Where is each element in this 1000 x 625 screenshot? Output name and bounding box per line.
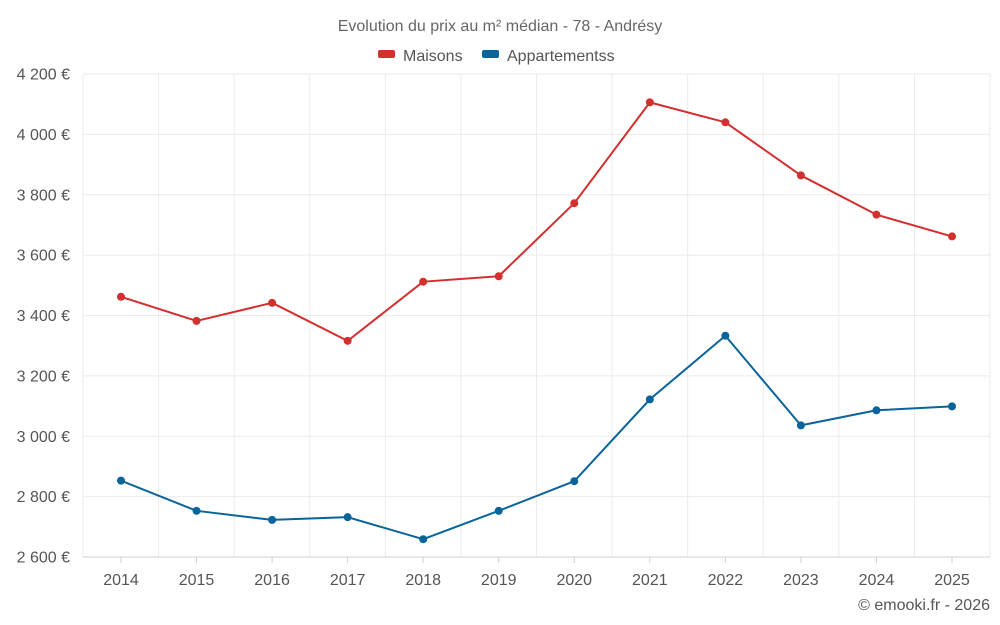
x-tick-label: 2022 [708, 572, 744, 589]
y-tick-label: 3 600 € [17, 248, 70, 265]
data-point[interactable] [192, 506, 201, 515]
data-point[interactable] [570, 477, 579, 486]
copyright-footer: © emooki.fr - 2026 [858, 597, 990, 614]
data-point[interactable] [268, 298, 277, 307]
x-tick-label: 2014 [103, 572, 139, 589]
series-line [120, 101, 953, 342]
data-point[interactable] [419, 277, 428, 286]
data-point[interactable] [721, 331, 730, 340]
grid [82, 73, 991, 557]
data-point[interactable] [645, 395, 654, 404]
data-point[interactable] [192, 316, 201, 325]
data-point[interactable] [645, 98, 654, 107]
y-tick-label: 3 400 € [17, 308, 70, 325]
legend-swatch [482, 50, 499, 58]
legend-label: Appartementss [507, 48, 615, 65]
legend-swatch [378, 50, 395, 58]
x-tick-label: 2023 [783, 572, 819, 589]
x-tick-label: 2021 [632, 572, 668, 589]
x-tick-label: 2019 [481, 572, 517, 589]
data-point[interactable] [343, 513, 352, 522]
y-tick-label: 3 000 € [17, 429, 70, 446]
y-tick-label: 3 800 € [17, 187, 70, 204]
x-tick-label: 2016 [254, 572, 290, 589]
data-point[interactable] [494, 506, 503, 515]
data-point[interactable] [721, 118, 730, 127]
data-point[interactable] [494, 272, 503, 281]
y-tick-label: 2 600 € [17, 550, 70, 567]
data-point[interactable] [570, 199, 579, 208]
axes: 2 600 € 2 800 € 3 000 € 3 200 € 3 400 € 3 600… [17, 67, 990, 589]
data-point[interactable] [796, 421, 805, 430]
y-tick-label: 3 200 € [17, 368, 70, 385]
data-point[interactable] [872, 406, 881, 415]
series-layer [117, 98, 956, 544]
data-point[interactable] [796, 171, 805, 180]
series-line [120, 334, 953, 541]
y-tick-label: 4 200 € [17, 67, 70, 84]
data-point[interactable] [948, 232, 956, 241]
x-tick-label: 2018 [405, 572, 441, 589]
legend-label: Maisons [403, 48, 463, 65]
data-point[interactable] [117, 476, 125, 485]
legend: Maisons Appartementss [378, 48, 615, 65]
legend-item-maisons[interactable]: Maisons [378, 48, 463, 65]
data-point[interactable] [117, 292, 125, 301]
x-tick-label: 2020 [556, 572, 592, 589]
data-point[interactable] [343, 336, 352, 345]
x-tick-label: 2025 [934, 572, 970, 589]
series-maisons [117, 98, 956, 345]
series-appartementss [117, 331, 956, 544]
data-point[interactable] [872, 210, 881, 219]
data-point[interactable] [419, 535, 428, 544]
x-tick-label: 2017 [330, 572, 366, 589]
chart-title: Evolution du prix au m² médian - 78 - An… [338, 18, 663, 35]
x-tick-label: 2024 [859, 572, 895, 589]
legend-item-appartementss[interactable]: Appartementss [482, 48, 615, 65]
y-tick-label: 2 800 € [17, 489, 70, 506]
data-point[interactable] [268, 515, 277, 524]
x-tick-label: 2015 [179, 572, 215, 589]
data-point[interactable] [948, 402, 956, 411]
y-tick-label: 4 000 € [17, 127, 70, 144]
